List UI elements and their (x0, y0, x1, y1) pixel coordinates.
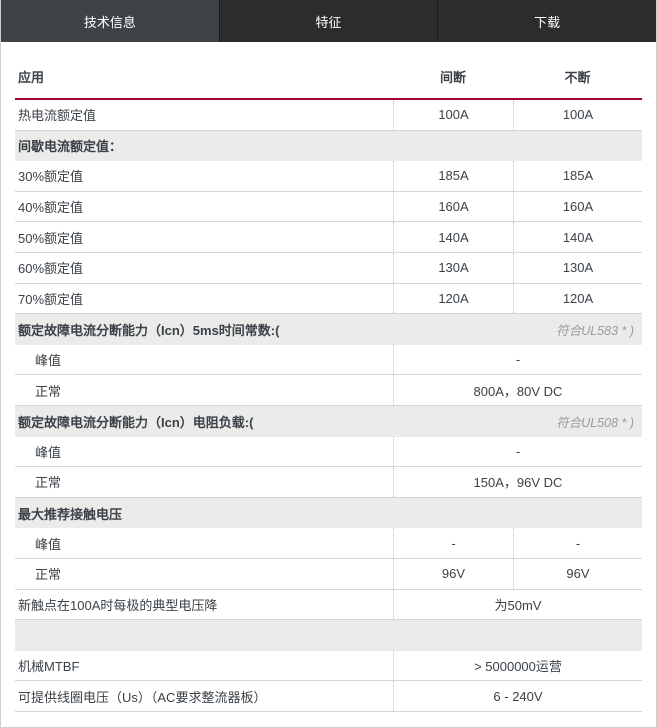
table-row: 40%额定值 160A 160A (15, 191, 642, 223)
row-value-span: 150A，96V DC (393, 467, 642, 497)
row-label: 峰值 (35, 353, 62, 369)
table-section-row: 间歇电流额定值： (15, 130, 642, 162)
row-value-span: 为50mV (393, 589, 642, 620)
column-header-intermittent: 间断 (439, 70, 466, 85)
row-label: 70%额定值 (18, 291, 84, 307)
column-header-application: 应用 (18, 70, 45, 85)
row-value-intermittent: 130A (393, 252, 513, 283)
row-value-continuous: 160A (513, 191, 642, 222)
row-label: 60%额定值 (18, 261, 84, 277)
row-label: 新触点在100A时每极的典型电压降 (18, 597, 218, 613)
row-label: 峰值 (35, 536, 62, 552)
table-section-row: 最大推荐接触电压 (15, 497, 642, 529)
table-row: 30%额定值 185A 185A (15, 161, 642, 192)
row-label: 额定故障电流分断能力（Icn）电阻负载:( (18, 414, 254, 430)
row-value-intermittent: 185A (393, 161, 513, 191)
row-value-intermittent: 96V (393, 558, 513, 589)
table-row: 热电流额定值 100A 100A (15, 100, 642, 131)
row-label: 机械MTBF (18, 658, 80, 674)
row-label: 额定故障电流分断能力（Icn）5ms时间常数:( (18, 322, 280, 338)
table-row: 70%额定值 120A 120A (15, 283, 642, 315)
row-value-span: > 5000000运营 (393, 650, 642, 681)
table-section-row: 额定故障电流分断能力（Icn）电阻负载:( 符合UL508 * ) (15, 405, 642, 437)
table-row: 正常 150A，96V DC (15, 467, 642, 498)
tab-bar: 技术信息 特征 下载 (1, 0, 656, 42)
row-value-intermittent: 160A (393, 191, 513, 222)
row-label: 正常 (35, 567, 62, 583)
row-value-continuous: 130A (513, 252, 642, 283)
row-label: 可提供线圈电压（Us）（AC要求整流器板） (18, 689, 267, 705)
table-row: 60%额定值 130A 130A (15, 252, 642, 284)
table-row: 峰值 - (15, 436, 642, 468)
table-body: 热电流额定值 100A 100A 间歇电流额定值： 30%额定值 185A 185A 40%额… (15, 100, 642, 712)
row-label: 正常 (35, 475, 62, 491)
row-label: 50%额定值 (18, 230, 84, 246)
row-value-intermittent: 140A (393, 222, 513, 252)
table-row: 50%额定值 140A 140A (15, 222, 642, 253)
table-row: 正常 800A，80V DC (15, 375, 642, 406)
table-row: 正常 96V 96V (15, 558, 642, 590)
spec-table: 应用 间断 不断 热电流额定值 100A 100A 间歇电流额定值： 30%额定值 185A 1… (15, 42, 642, 712)
row-value-span: 800A，80V DC (393, 375, 642, 405)
row-label: 最大推荐接触电压 (18, 506, 123, 522)
row-label: 正常 (35, 383, 62, 399)
table-row: 峰值 - (15, 344, 642, 376)
row-value-continuous: 120A (513, 283, 642, 314)
row-label: 热电流额定值 (18, 108, 97, 124)
row-value-continuous: 96V (513, 558, 642, 589)
table-section-row (15, 620, 642, 651)
row-label: 30%额定值 (18, 169, 84, 185)
row-value-continuous: 185A (513, 161, 642, 191)
table-row: 新触点在100A时每极的典型电压降 为50mV (15, 589, 642, 621)
row-value-intermittent: - (393, 528, 513, 558)
table-row: 峰值 - - (15, 528, 642, 559)
row-value-span: 6 - 240V (393, 681, 642, 711)
row-value-continuous: - (513, 528, 642, 558)
row-value-continuous: 100A (513, 100, 642, 130)
header-accent-rule (15, 98, 642, 100)
row-value-intermittent: 100A (393, 100, 513, 130)
table-row: 可提供线圈电压（Us）（AC要求整流器板） 6 - 240V (15, 681, 642, 712)
tab-features[interactable]: 特征 (218, 0, 438, 42)
row-label: 间歇电流额定值： (18, 139, 123, 155)
table-section-row: 额定故障电流分断能力（Icn）5ms时间常数:( 符合UL583 * ) (15, 314, 642, 345)
section-note: 符合UL583 * ) (556, 323, 634, 338)
column-header-continuous: 不断 (564, 70, 591, 85)
table-header: 应用 间断 不断 (15, 42, 642, 98)
row-label (15, 620, 393, 651)
tab-technical-info[interactable]: 技术信息 (1, 0, 219, 42)
row-value-span: - (393, 436, 642, 467)
tab-downloads[interactable]: 下载 (437, 0, 656, 42)
table-row: 机械MTBF > 5000000运营 (15, 650, 642, 682)
row-label: 峰值 (35, 444, 62, 460)
row-value-span: - (393, 344, 642, 375)
row-label: 40%额定值 (18, 200, 84, 216)
row-value-intermittent: 120A (393, 283, 513, 314)
row-value-continuous: 140A (513, 222, 642, 252)
section-note: 符合UL508 * ) (556, 415, 634, 430)
